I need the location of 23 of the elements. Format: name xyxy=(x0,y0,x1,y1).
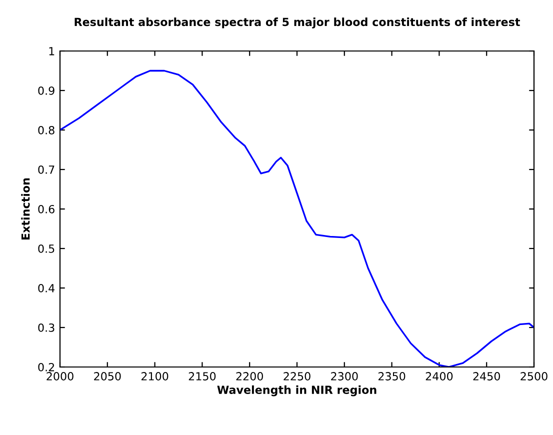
y-tick-label: 0.3 xyxy=(38,323,54,332)
y-tick-label: 0.8 xyxy=(38,126,54,134)
y-tick-label: 0.4 xyxy=(38,284,55,292)
x-tick-label: 2300 xyxy=(331,372,358,380)
x-tick-label: 2200 xyxy=(236,372,263,380)
x-tick-label: 2050 xyxy=(94,372,121,380)
y-tick-label: 0.7 xyxy=(38,165,54,174)
y-tick-label: 0.5 xyxy=(38,244,54,253)
y-tick-label: 0.2 xyxy=(38,362,54,372)
x-axis-title: Wavelength in NIR region xyxy=(217,385,376,396)
x-tick-label: 2100 xyxy=(141,372,168,380)
chart-title: Resultant absorbance spectra of 5 major blood constituents of interest xyxy=(74,18,520,28)
x-tick-label: 2150 xyxy=(188,372,216,380)
y-tick-label: 0.9 xyxy=(38,86,54,95)
y-axis-title: Extinction xyxy=(21,178,30,240)
x-tick-label: 2250 xyxy=(284,372,310,380)
x-tick-label: 2500 xyxy=(520,372,548,380)
y-tick-label: 1 xyxy=(49,47,54,56)
x-tick-label: 2450 xyxy=(473,372,500,380)
y-tick-label: 0.6 xyxy=(38,204,54,214)
x-tick-label: 2350 xyxy=(378,372,406,380)
x-tick-label: 2000 xyxy=(46,372,74,380)
x-tick-label: 2400 xyxy=(426,372,453,380)
